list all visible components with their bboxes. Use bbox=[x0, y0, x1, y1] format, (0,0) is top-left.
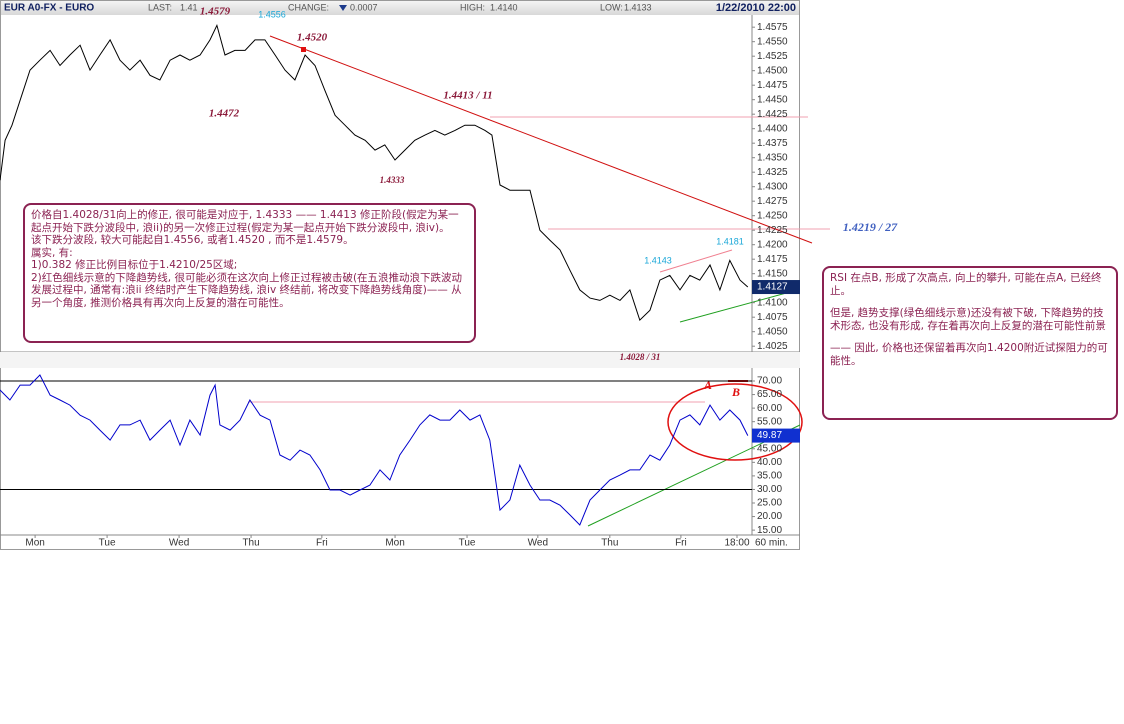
low: 1.4133 bbox=[624, 2, 652, 12]
y-tick-label: 35.00 bbox=[757, 471, 782, 482]
y-tick-label: 60.00 bbox=[757, 403, 782, 414]
series-line bbox=[0, 23, 749, 322]
y-tick-label: 1.4225 bbox=[757, 225, 788, 236]
y-tick-label: 1.4425 bbox=[757, 109, 788, 120]
annotation: 1.4219 / 27 bbox=[843, 220, 898, 234]
note-text: 价格自1.4028/31向上的修正, 很可能是对应于, 1.4333 —— 1.… bbox=[31, 209, 459, 234]
y-tick-label: 20.00 bbox=[757, 511, 782, 522]
y-tick-label: 70.00 bbox=[757, 376, 782, 387]
annotation: 1.4333 bbox=[380, 175, 405, 185]
y-tick-label: 30.00 bbox=[757, 484, 782, 495]
note-text: 但是, 趋势支撑(绿色细线示意)还没有被下破, 下降趋势的技术形态, 也没有形成… bbox=[830, 307, 1106, 332]
support-line bbox=[679, 291, 791, 323]
highlight-ellipse bbox=[667, 383, 803, 461]
annotation: 1.4143 bbox=[644, 255, 672, 265]
y-tick-label: 1.4500 bbox=[757, 65, 788, 76]
annotation: B bbox=[731, 385, 740, 399]
annotation: 1.4028 / 31 bbox=[620, 352, 661, 362]
annotation: 1.4472 bbox=[209, 108, 240, 120]
note-text: 该下跌分波段, 较大可能起自1.4556, 或者1.4520 , 而不是1.45… bbox=[31, 234, 354, 246]
y-tick-label: 1.4550 bbox=[757, 36, 788, 47]
down-arrow bbox=[339, 5, 347, 11]
y-tick-label: 1.4050 bbox=[757, 326, 788, 337]
high: 1.4140 bbox=[490, 2, 518, 12]
y-tick-label: 1.4450 bbox=[757, 94, 788, 105]
datetime: 1/22/2010 22:00 bbox=[716, 2, 796, 14]
last-value: 1.4127 bbox=[757, 282, 788, 293]
x-tick-label: Wed bbox=[169, 538, 189, 549]
y-tick-label: 15.00 bbox=[757, 525, 782, 536]
downtrend-line bbox=[269, 35, 813, 244]
y-tick-label: 1.4525 bbox=[757, 51, 788, 62]
note-right: RSI 在点B, 形成了次高点, 向上的攀升, 可能在点A, 已经终止。 但是,… bbox=[822, 266, 1118, 420]
x-tick-label: Fri bbox=[316, 538, 328, 549]
annotation: 1.4181 bbox=[716, 236, 744, 246]
upper-channel bbox=[659, 249, 733, 273]
x-tick-label: Fri bbox=[675, 538, 687, 549]
rsi-header bbox=[0, 352, 800, 368]
y-tick-label: 1.4475 bbox=[757, 80, 788, 91]
x-tick-label: Tue bbox=[459, 538, 476, 549]
y-tick-label: 1.4325 bbox=[757, 167, 788, 178]
x-tick-label: Mon bbox=[385, 538, 404, 549]
change-label: CHANGE: bbox=[288, 2, 329, 12]
annotation: 1.4579 bbox=[200, 6, 231, 18]
y-tick-label: 25.00 bbox=[757, 498, 782, 509]
y-tick-label: 1.4025 bbox=[757, 341, 788, 352]
x-tick-label: Thu bbox=[601, 538, 618, 549]
series-line bbox=[0, 374, 749, 526]
change: 0.0007 bbox=[350, 2, 378, 12]
annotation: 1.4556 bbox=[258, 9, 286, 19]
x-tick-label: Thu bbox=[242, 538, 259, 549]
y-tick-label: 1.4175 bbox=[757, 254, 788, 265]
last-value: 49.87 bbox=[757, 430, 782, 441]
y-tick-label: 45.00 bbox=[757, 443, 782, 454]
annotation: A bbox=[703, 378, 712, 392]
note-left: 价格自1.4028/31向上的修正, 很可能是对应于, 1.4333 —— 1.… bbox=[23, 203, 476, 343]
annotation: 1.4413 / 11 bbox=[443, 90, 492, 102]
header-bar bbox=[1, 1, 799, 15]
x-tick-label: Mon bbox=[25, 538, 44, 549]
y-tick-label: 1.4275 bbox=[757, 196, 788, 207]
x-tick-label: Tue bbox=[99, 538, 116, 549]
y-tick-label: 65.00 bbox=[757, 389, 782, 400]
note-text: 2)红色细线示意的下降趋势线, 很可能必须在这次向上修正过程被击破(在五浪推动浪… bbox=[31, 271, 463, 309]
x-unit-label: 60 min. bbox=[755, 538, 788, 549]
x-tick-label: 18:00 bbox=[724, 538, 749, 549]
y-tick-label: 55.00 bbox=[757, 416, 782, 427]
data-layer: 1.4025 1.4050 1.4075 1.4100 1.4150 1.4175 1.42… bbox=[0, 22, 800, 549]
high-label: HIGH: bbox=[460, 2, 485, 12]
last-value-box bbox=[752, 428, 800, 443]
y-tick-label: 1.4350 bbox=[757, 152, 788, 163]
y-tick-label: 1.4100 bbox=[757, 297, 788, 308]
y-tick-label: 1.4400 bbox=[757, 123, 788, 134]
note-text: 1)0.382 修正比例目标位于1.4210/25区域; bbox=[31, 259, 238, 271]
y-tick-label: 1.4250 bbox=[757, 210, 788, 221]
x-tick-label: Wed bbox=[528, 538, 548, 549]
y-tick-label: 1.4300 bbox=[757, 181, 788, 192]
note-text: —— 因此, 价格也还保留着再次向1.4200附近试探阻力的可能性。 bbox=[830, 342, 1108, 367]
y-tick-label: 1.4200 bbox=[757, 239, 788, 250]
y-tick-label: 1.4375 bbox=[757, 138, 788, 149]
marker bbox=[301, 47, 306, 52]
annotation: 1.4520 bbox=[297, 32, 328, 44]
last-label: LAST: bbox=[148, 2, 172, 12]
last: 1.41 bbox=[180, 2, 198, 12]
note-text: 属实, 有: bbox=[31, 246, 73, 259]
symbol: EUR A0-FX - EURO bbox=[4, 3, 94, 14]
y-tick-label: 1.4075 bbox=[757, 312, 788, 323]
y-tick-label: 40.00 bbox=[757, 457, 782, 468]
low-label: LOW: bbox=[600, 2, 623, 12]
y-tick-label: 1.4575 bbox=[757, 22, 788, 33]
y-tick-label: 1.4150 bbox=[757, 268, 788, 279]
last-value-box bbox=[752, 280, 800, 295]
note-text: RSI 在点B, 形成了次高点, 向上的攀升, 可能在点A, 已经终止。 bbox=[830, 272, 1102, 297]
